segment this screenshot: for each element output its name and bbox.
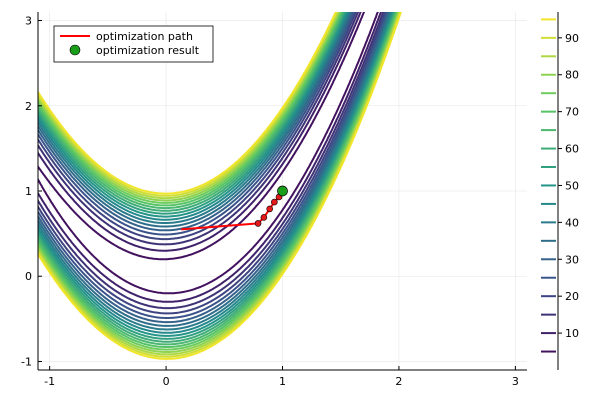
contour-level-70 bbox=[38, 12, 398, 348]
colorbar-tick-label-60: 60 bbox=[565, 143, 579, 156]
colorbar-tick-label-90: 90 bbox=[565, 32, 579, 45]
legend-marker-swatch bbox=[69, 44, 81, 56]
x-tick-label--1: -1 bbox=[44, 375, 55, 388]
contour-level-15 bbox=[38, 12, 385, 310]
y-tick-label-3: 3 bbox=[25, 15, 32, 28]
contour-lines bbox=[38, 12, 402, 360]
result-point-0 bbox=[277, 185, 288, 197]
contour-level-10 bbox=[38, 12, 382, 303]
colorbar-tick-label-50: 50 bbox=[565, 179, 579, 192]
contour-level-40 bbox=[38, 12, 392, 331]
axes: -1 0 1 2 3 -1 0 1 2 3 bbox=[21, 12, 527, 388]
legend-box bbox=[53, 25, 214, 63]
y-tick-label-1: 1 bbox=[25, 185, 32, 198]
colorbar-tick-label-70: 70 bbox=[565, 106, 579, 119]
x-tick-label-3: 3 bbox=[512, 375, 519, 388]
legend-label-result: optimization result bbox=[96, 44, 200, 57]
path-point-0 bbox=[254, 220, 262, 227]
y-tick-label-2: 2 bbox=[25, 100, 32, 113]
x-tick-label-0: 0 bbox=[163, 375, 170, 388]
contour-level-95 bbox=[38, 12, 402, 360]
contour-level-35 bbox=[38, 12, 391, 327]
contour-level-5 bbox=[38, 12, 379, 295]
y-tick-label--1: -1 bbox=[21, 355, 32, 368]
colorbar-tick-label-10: 10 bbox=[565, 327, 579, 340]
y-tick-label-0: 0 bbox=[25, 270, 32, 283]
legend: optimization path optimization result bbox=[53, 25, 214, 63]
contour-level-50 bbox=[38, 12, 394, 337]
x-tick-label-2: 2 bbox=[395, 375, 402, 388]
legend-label-path: optimization path bbox=[96, 30, 193, 43]
contour-level-20 bbox=[38, 12, 387, 315]
path-point-3 bbox=[271, 198, 278, 206]
colorbar-tick-label-30: 30 bbox=[565, 253, 579, 266]
colorbar: 10 20 30 40 50 60 70 80 90 bbox=[541, 12, 579, 370]
x-tick-label-1: 1 bbox=[279, 375, 286, 388]
colorbar-tick-label-40: 40 bbox=[565, 216, 579, 229]
series-layer bbox=[181, 185, 288, 231]
contour-level-30 bbox=[38, 12, 390, 324]
path-point-1 bbox=[260, 214, 268, 221]
contour-level-45 bbox=[38, 12, 393, 334]
colorbar-tick-label-20: 20 bbox=[565, 290, 579, 303]
colorbar-tick-label-80: 80 bbox=[565, 69, 579, 82]
path-point-2 bbox=[266, 205, 273, 213]
